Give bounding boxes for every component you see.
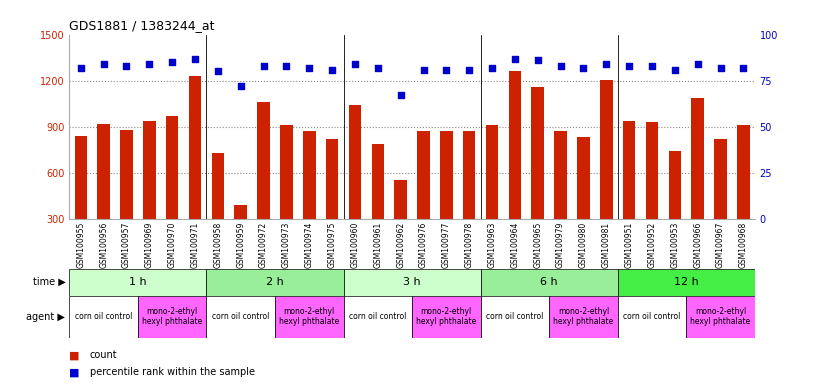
Point (97, 61, 110, 67)
Point (188, 55, 202, 61)
Bar (166, 116, 179, 265)
Text: corn oil control: corn oil control (75, 312, 132, 321)
Bar (554, 131, 567, 265)
Text: corn oil control: corn oil control (212, 312, 269, 321)
Bar (668, 151, 681, 265)
Bar (618, 296, 686, 338)
Point (74, 65, 87, 71)
Text: corn oil control: corn oil control (349, 312, 406, 321)
Point (326, 66, 339, 73)
Text: 1 h: 1 h (129, 277, 147, 287)
Bar (645, 122, 659, 265)
Bar (394, 180, 407, 265)
Point (691, 61, 704, 67)
Bar (206, 296, 275, 338)
Point (280, 63, 293, 69)
Point (166, 59, 179, 65)
Bar (481, 296, 549, 338)
Bar (481, 269, 618, 296)
Bar (417, 131, 430, 265)
Bar (618, 269, 755, 296)
Text: agent ▶: agent ▶ (26, 312, 65, 322)
Point (531, 57, 544, 63)
Point (417, 66, 430, 73)
Point (554, 63, 567, 69)
Point (303, 65, 316, 71)
Point (463, 66, 476, 73)
Point (143, 61, 156, 67)
Bar (188, 76, 202, 265)
Point (486, 65, 499, 71)
Bar (348, 105, 361, 265)
Bar (531, 87, 544, 265)
Bar (714, 139, 727, 265)
Bar (234, 205, 247, 265)
Bar (257, 102, 270, 265)
Bar (138, 296, 206, 338)
Point (440, 66, 453, 73)
Bar (275, 296, 344, 338)
Point (714, 65, 727, 71)
Text: corn oil control: corn oil control (623, 312, 681, 321)
Text: 6 h: 6 h (540, 277, 558, 287)
Text: mono-2-ethyl
hexyl phthalate: mono-2-ethyl hexyl phthalate (142, 307, 202, 326)
Bar (280, 125, 293, 265)
Text: 3 h: 3 h (403, 277, 421, 287)
Point (508, 55, 521, 61)
Bar (549, 296, 618, 338)
Bar (143, 121, 156, 265)
Text: percentile rank within the sample: percentile rank within the sample (90, 367, 255, 377)
Text: mono-2-ethyl
hexyl phthalate: mono-2-ethyl hexyl phthalate (553, 307, 614, 326)
Point (394, 92, 407, 98)
Point (257, 63, 270, 69)
Bar (303, 131, 316, 265)
Point (211, 68, 224, 74)
Bar (600, 80, 613, 265)
Point (737, 65, 750, 71)
Text: ■: ■ (69, 350, 80, 360)
Text: ■: ■ (69, 367, 80, 377)
Bar (412, 296, 481, 338)
Point (371, 65, 384, 71)
Point (668, 66, 681, 73)
Text: mono-2-ethyl
hexyl phthalate: mono-2-ethyl hexyl phthalate (416, 307, 477, 326)
Point (234, 83, 247, 89)
Text: GDS1881 / 1383244_at: GDS1881 / 1383244_at (69, 19, 215, 32)
Point (645, 63, 659, 69)
Text: 2 h: 2 h (266, 277, 284, 287)
Bar (440, 131, 453, 265)
Bar (211, 153, 224, 265)
Text: count: count (90, 350, 118, 360)
Bar (344, 269, 481, 296)
Bar (326, 139, 339, 265)
Bar (686, 296, 755, 338)
Point (623, 63, 636, 69)
Bar (120, 130, 133, 265)
Point (577, 65, 590, 71)
Bar (371, 144, 384, 265)
Bar (691, 98, 704, 265)
Bar (508, 71, 521, 265)
Point (348, 61, 361, 67)
Bar (344, 296, 412, 338)
Bar (463, 131, 476, 265)
Point (120, 63, 133, 69)
Text: mono-2-ethyl
hexyl phthalate: mono-2-ethyl hexyl phthalate (690, 307, 751, 326)
Bar (74, 136, 87, 265)
Text: mono-2-ethyl
hexyl phthalate: mono-2-ethyl hexyl phthalate (279, 307, 339, 326)
Bar (737, 125, 750, 265)
Point (600, 61, 613, 67)
Bar (69, 269, 206, 296)
Bar (577, 137, 590, 265)
Bar (206, 269, 344, 296)
Bar (69, 296, 138, 338)
Text: corn oil control: corn oil control (486, 312, 543, 321)
Bar (623, 121, 636, 265)
Bar (97, 124, 110, 265)
Text: time ▶: time ▶ (33, 277, 65, 287)
Text: 12 h: 12 h (674, 277, 698, 287)
Bar (486, 125, 499, 265)
